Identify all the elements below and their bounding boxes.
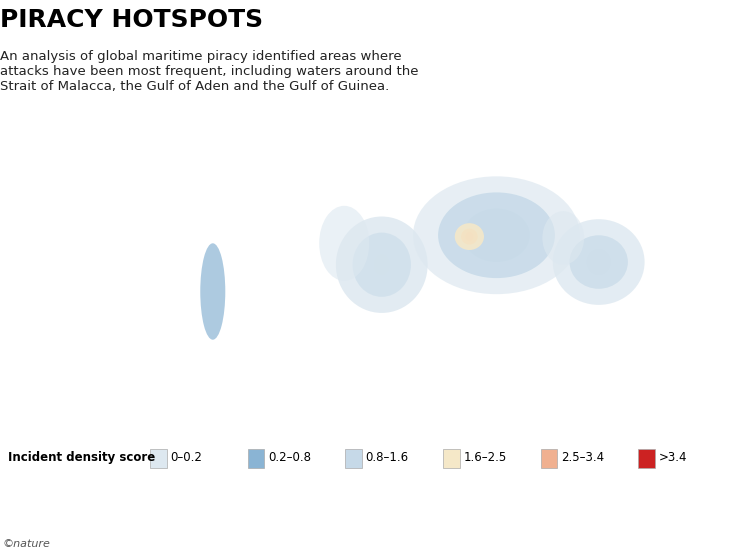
Text: PIRACY HOTSPOTS: PIRACY HOTSPOTS bbox=[0, 8, 263, 32]
FancyBboxPatch shape bbox=[638, 449, 655, 468]
FancyBboxPatch shape bbox=[541, 449, 557, 468]
Ellipse shape bbox=[413, 176, 580, 294]
Text: ©nature: ©nature bbox=[2, 539, 50, 549]
FancyBboxPatch shape bbox=[345, 449, 362, 468]
Ellipse shape bbox=[569, 235, 628, 289]
Ellipse shape bbox=[587, 249, 611, 276]
Ellipse shape bbox=[373, 254, 390, 276]
Ellipse shape bbox=[597, 259, 601, 264]
Text: An analysis of global maritime piracy identified areas where
attacks have been m: An analysis of global maritime piracy id… bbox=[0, 50, 418, 93]
Ellipse shape bbox=[455, 223, 484, 250]
Ellipse shape bbox=[553, 219, 644, 305]
Ellipse shape bbox=[352, 233, 411, 297]
FancyBboxPatch shape bbox=[150, 449, 167, 468]
Text: 1.6–2.5: 1.6–2.5 bbox=[463, 451, 507, 464]
Ellipse shape bbox=[201, 243, 225, 340]
Text: 2.5–3.4: 2.5–3.4 bbox=[561, 451, 604, 464]
Text: 0–0.2: 0–0.2 bbox=[170, 451, 202, 464]
Ellipse shape bbox=[465, 232, 474, 242]
FancyBboxPatch shape bbox=[248, 449, 264, 468]
Ellipse shape bbox=[319, 206, 369, 281]
Ellipse shape bbox=[542, 211, 584, 264]
Ellipse shape bbox=[336, 217, 427, 313]
Ellipse shape bbox=[595, 257, 602, 267]
Ellipse shape bbox=[461, 229, 478, 244]
Ellipse shape bbox=[463, 209, 530, 262]
FancyBboxPatch shape bbox=[443, 449, 460, 468]
Text: 0.2–0.8: 0.2–0.8 bbox=[268, 451, 311, 464]
Ellipse shape bbox=[593, 254, 605, 270]
Ellipse shape bbox=[438, 193, 555, 278]
Text: 0.8–1.6: 0.8–1.6 bbox=[366, 451, 409, 464]
Ellipse shape bbox=[380, 262, 384, 267]
Ellipse shape bbox=[378, 259, 386, 270]
Text: Incident density score: Incident density score bbox=[8, 451, 155, 464]
Text: >3.4: >3.4 bbox=[659, 451, 687, 464]
